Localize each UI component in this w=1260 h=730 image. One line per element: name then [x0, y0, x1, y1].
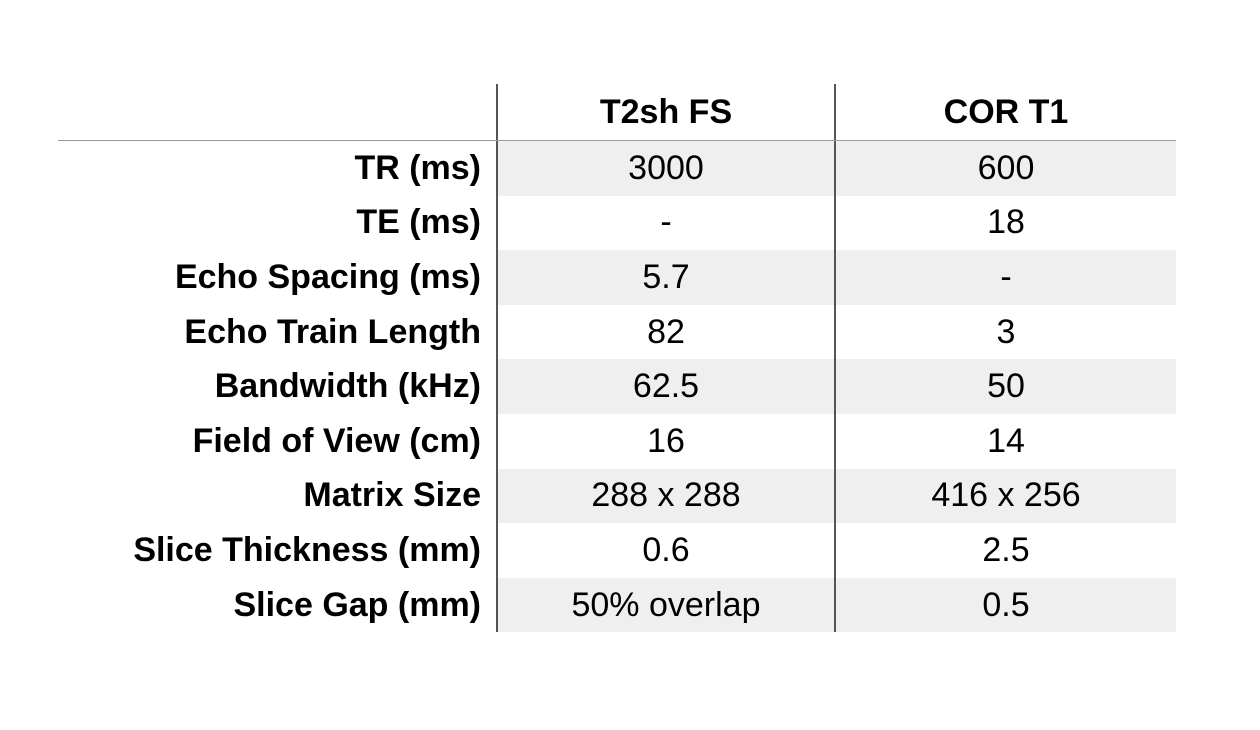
table-row: TR (ms) 3000 600	[58, 141, 1176, 196]
cell-t2sh-fs: 0.6	[498, 523, 836, 578]
row-label: Echo Train Length	[58, 304, 498, 360]
cell-t2sh-fs: 62.5	[498, 359, 836, 414]
cell-cor-t1: 2.5	[982, 530, 1030, 569]
table-header-row: T2sh FS COR T1	[58, 84, 1176, 141]
table-row: Bandwidth (kHz) 62.5 50	[58, 359, 1176, 414]
table-row: TE (ms) - 18	[58, 195, 1176, 251]
cell-cor-t1: 14	[987, 421, 1025, 460]
cell-t2sh-fs: 3000	[498, 141, 836, 196]
table-row: Echo Train Length 82 3	[58, 304, 1176, 360]
row-label: Bandwidth (kHz)	[58, 359, 498, 414]
parameter-table: T2sh FS COR T1 TR (ms) 3000 600 TE (ms) …	[58, 84, 1176, 633]
header-t2sh-fs: T2sh FS	[498, 84, 836, 140]
cell-t2sh-fs: 16	[498, 413, 836, 469]
table-row: Echo Spacing (ms) 5.7 -	[58, 250, 1176, 305]
row-label: Slice Thickness (mm)	[58, 523, 498, 578]
row-label: TR (ms)	[58, 141, 498, 196]
table-row: Slice Thickness (mm) 0.6 2.5	[58, 523, 1176, 578]
cell-cor-t1: -	[836, 250, 1176, 305]
cell-cor-t1: 3	[996, 312, 1016, 351]
table-row: Field of View (cm) 16 14	[58, 413, 1176, 469]
table-row: Matrix Size 288 x 288 416 x 256	[58, 468, 1176, 524]
cell-cor-t1: 416 x 256	[836, 468, 1176, 524]
row-label: Field of View (cm)	[58, 413, 498, 469]
cell-cor-t1: 600	[836, 141, 1176, 196]
row-label: Slice Gap (mm)	[58, 577, 498, 633]
cell-cor-t1: 18	[987, 203, 1025, 242]
header-empty-cell	[58, 84, 498, 140]
cell-t2sh-fs: 82	[498, 304, 836, 360]
cell-t2sh-fs: 50% overlap	[498, 577, 836, 633]
row-label: TE (ms)	[58, 195, 498, 251]
row-label: Echo Spacing (ms)	[58, 250, 498, 305]
table-row: Slice Gap (mm) 50% overlap 0.5	[58, 577, 1176, 633]
cell-t2sh-fs: -	[498, 195, 836, 251]
header-cor-t1: COR T1	[943, 92, 1069, 131]
cell-t2sh-fs: 5.7	[498, 250, 836, 305]
cell-cor-t1: 0.5	[836, 577, 1176, 633]
row-label: Matrix Size	[58, 468, 498, 524]
cell-t2sh-fs: 288 x 288	[498, 468, 836, 524]
cell-cor-t1: 50	[836, 359, 1176, 414]
